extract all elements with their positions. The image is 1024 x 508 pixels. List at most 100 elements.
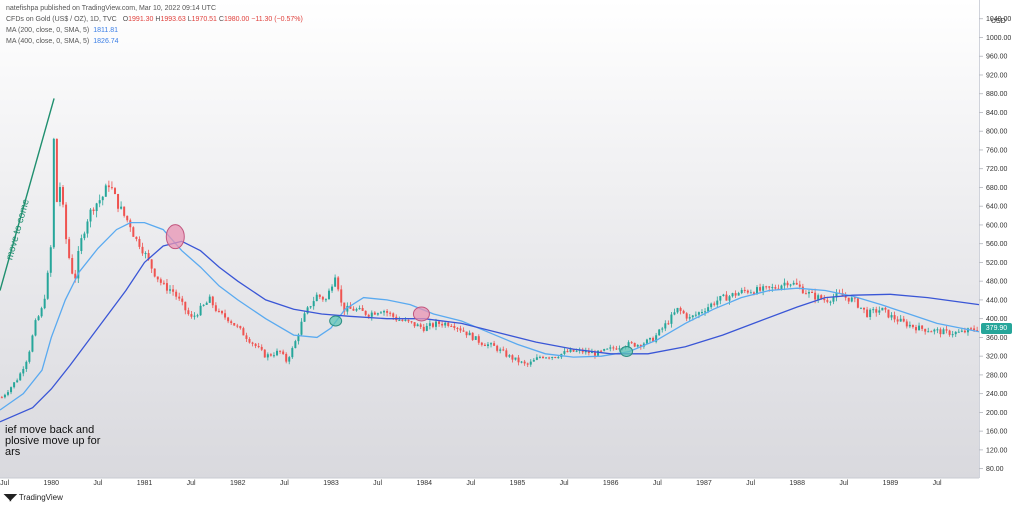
candle-body [933, 329, 936, 332]
candle-body [22, 368, 25, 374]
candle-body [389, 312, 392, 314]
candle-body [529, 361, 532, 365]
trendline [0, 98, 55, 291]
candle-body [694, 314, 697, 316]
candle-body [80, 238, 83, 251]
close-value: 1980.00 [223, 16, 250, 23]
candle-body [875, 309, 878, 313]
candle-body [490, 343, 493, 345]
tradingview-logo-icon: ◥◤ [4, 492, 17, 502]
candles-layer [0, 137, 979, 399]
candle-body [208, 296, 211, 303]
footer-brand[interactable]: ◥◤ TradingView [4, 492, 63, 503]
candle-body [762, 286, 765, 291]
candle-body [104, 185, 107, 197]
candle-body [508, 355, 511, 357]
x-tick-label: Jul [746, 480, 755, 487]
candle-body [792, 282, 795, 285]
candle-body [486, 344, 489, 347]
symbol-name[interactable]: CFDs on Gold (US$ / OZ), 1D, TVC [6, 16, 117, 23]
ohlc-line: CFDs on Gold (US$ / OZ), 1D, TVC O1991.3… [6, 14, 303, 25]
candle-body [801, 286, 804, 294]
candle-body [587, 350, 590, 354]
candle-body [126, 215, 129, 221]
candle-body [285, 353, 288, 362]
price-axis-panel[interactable] [979, 0, 1024, 478]
high-value: 1993.63 [160, 16, 186, 23]
y-tick-label: 440.00 [986, 297, 1008, 304]
candle-body [783, 282, 786, 286]
candle-body [422, 326, 425, 331]
candle-body [434, 321, 437, 327]
candle-body [263, 349, 266, 358]
candle-body [921, 325, 924, 329]
candle-body [655, 335, 658, 342]
candle-body [120, 206, 123, 209]
candle-body [832, 297, 835, 302]
annotation-note[interactable]: ief move back and plosive move up for ar… [5, 424, 101, 458]
candle-body [224, 313, 227, 318]
candle-body [233, 323, 236, 326]
candle-body [664, 323, 667, 329]
candle-body [798, 284, 801, 287]
candle-body [603, 349, 606, 351]
candle-body [566, 351, 569, 353]
candle-body [260, 346, 263, 350]
candle-body [911, 324, 914, 328]
candle-body [169, 289, 172, 291]
candle-body [554, 356, 557, 358]
x-tick-label: 1989 [883, 480, 899, 487]
candle-body [230, 321, 233, 324]
candle-body [343, 302, 346, 312]
candle-body [68, 239, 71, 259]
moving-averages-layer [0, 221, 980, 423]
y-tick-label: 240.00 [986, 391, 1008, 398]
ma200-line[interactable]: MA (200, close, 0, SMA, 5) 1811.81 [6, 25, 303, 36]
candle-body [847, 297, 850, 302]
candle-body [269, 354, 272, 356]
candle-body [62, 187, 65, 205]
chart-legend: natefishpa published on TradingView.com,… [6, 3, 303, 47]
y-tick-label: 640.00 [986, 204, 1008, 211]
candle-body [361, 307, 364, 311]
candle-body [315, 294, 318, 302]
y-tick-label: 800.00 [986, 129, 1008, 136]
y-axis: 80.00 120.00 160.00 200.00 240.00 280.00 320.0… [979, 16, 1011, 473]
candle-body [691, 315, 694, 318]
chart-plot-area[interactable] [0, 0, 979, 478]
candle-body [34, 320, 37, 336]
candle-body [645, 339, 648, 344]
candle-body [419, 324, 422, 327]
candle-body [609, 347, 612, 349]
candle-body [450, 325, 453, 327]
candle-body [165, 283, 168, 291]
candle-body [954, 331, 957, 335]
candle-body [700, 312, 703, 314]
candle-body [786, 282, 789, 286]
candle-body [829, 301, 832, 303]
candle-body [49, 247, 52, 273]
candle-body [257, 346, 260, 348]
candle-body [759, 287, 762, 291]
x-tick-label: Jul [373, 480, 382, 487]
candle-body [474, 336, 477, 340]
candle-body [771, 287, 774, 289]
candle-body [734, 293, 737, 296]
candle-body [743, 289, 746, 291]
candle-body [352, 308, 355, 311]
currency-label[interactable]: USD [991, 18, 1006, 25]
candle-body [844, 296, 847, 298]
ma200-value: 1811.81 [93, 27, 119, 34]
candle-body [859, 307, 862, 309]
candle-body [966, 328, 969, 333]
candle-body [768, 286, 771, 288]
candle-body [398, 319, 401, 321]
candle-body [957, 331, 960, 333]
candle-body [584, 350, 587, 353]
candle-body [572, 349, 575, 352]
candle-body [869, 309, 872, 317]
candle-body [300, 321, 303, 335]
candle-body [367, 314, 370, 317]
ma400-line[interactable]: MA (400, close, 0, SMA, 5) 1826.74 [6, 36, 303, 47]
